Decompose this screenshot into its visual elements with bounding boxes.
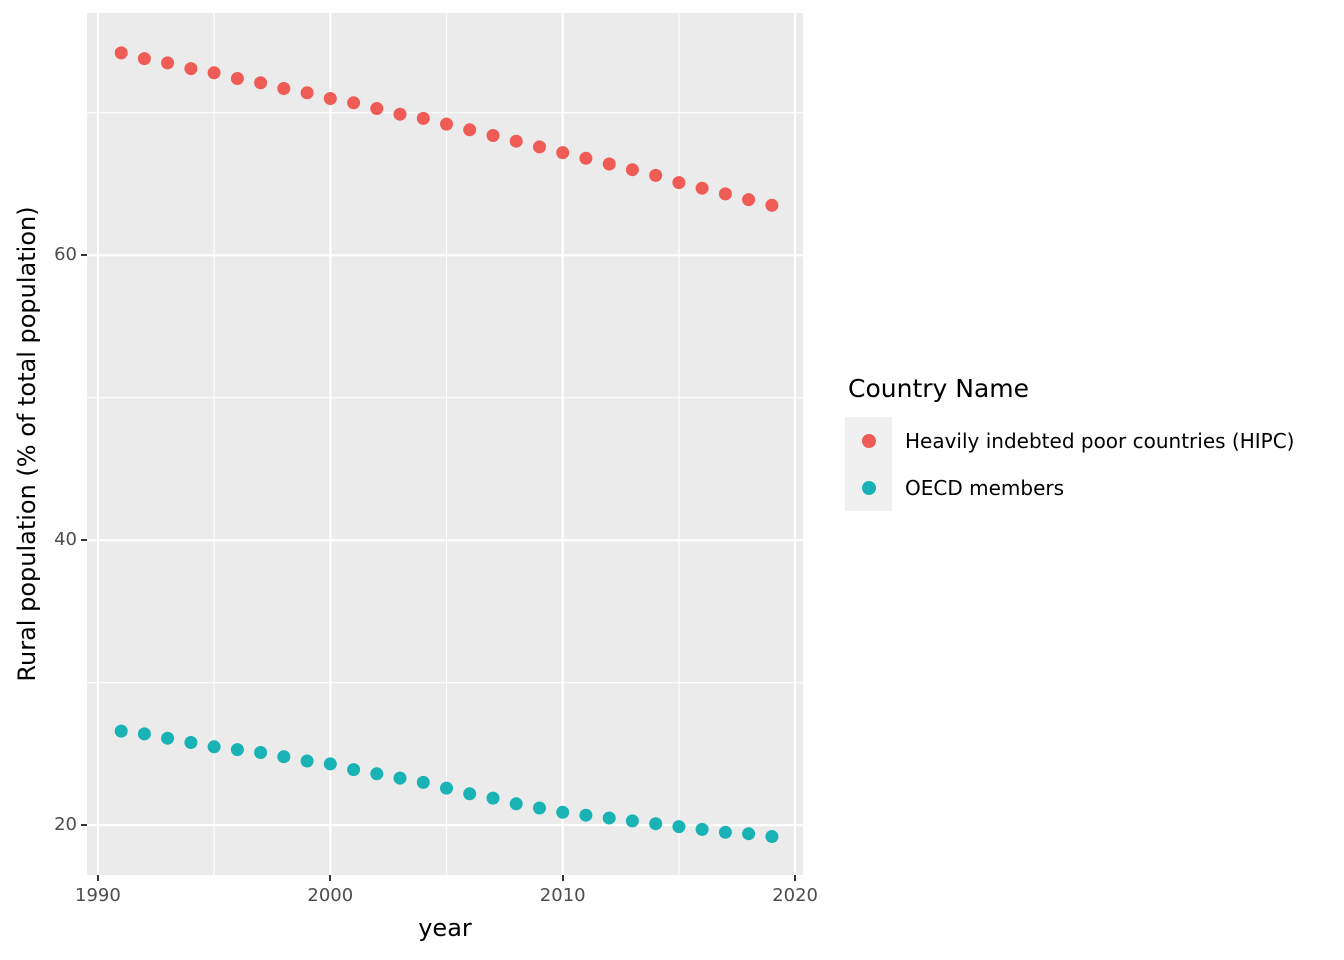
data-point-series-0 <box>440 117 453 131</box>
x-tick-mark <box>794 875 797 881</box>
data-point-series-1 <box>556 805 570 819</box>
data-point-series-0 <box>625 163 639 177</box>
data-point-series-0 <box>742 193 756 207</box>
data-point-series-0 <box>718 187 732 201</box>
data-point-series-0 <box>416 111 430 125</box>
x-tick-label: 2000 <box>307 885 354 906</box>
data-point-series-1 <box>347 763 361 777</box>
y-tick-mark <box>81 254 87 257</box>
legend: Country Name Heavily indebted poor count… <box>845 374 1294 511</box>
data-point-series-1 <box>137 727 151 741</box>
x-tick-mark <box>561 875 564 881</box>
data-point-series-0 <box>230 72 244 85</box>
y-tick-mark <box>81 539 87 542</box>
data-point-series-1 <box>509 797 523 811</box>
data-point-series-0 <box>184 62 198 76</box>
x-tick-label: 2020 <box>772 885 818 906</box>
data-point-series-0 <box>579 151 593 165</box>
data-point-series-1 <box>742 827 756 841</box>
scatter-plot <box>87 13 803 875</box>
data-point-series-0 <box>695 181 709 195</box>
x-tick-label: 2010 <box>539 885 586 906</box>
data-point-series-0 <box>509 134 523 148</box>
data-point-series-0 <box>161 56 175 70</box>
data-point-series-0 <box>323 92 337 105</box>
data-point-series-1 <box>440 781 453 795</box>
x-tick-label: 1990 <box>75 885 121 906</box>
legend-item-label: OECD members <box>905 475 1065 500</box>
data-point-series-0 <box>556 146 570 160</box>
data-point-series-1 <box>416 775 430 789</box>
data-point-series-0 <box>602 157 616 171</box>
data-point-series-1 <box>765 830 779 843</box>
data-point-series-0 <box>277 82 291 95</box>
data-point-series-1 <box>370 767 384 781</box>
data-point-series-0 <box>765 198 779 212</box>
y-tick-label: 60 <box>54 244 77 266</box>
y-tick-label: 20 <box>54 814 77 836</box>
legend-dot-1 <box>861 480 876 495</box>
data-point-series-0 <box>207 66 221 80</box>
data-point-series-0 <box>533 140 546 154</box>
data-point-series-0 <box>393 107 407 121</box>
data-point-series-0 <box>370 102 384 115</box>
data-point-series-1 <box>579 808 593 822</box>
data-point-series-0 <box>114 46 128 60</box>
data-point-series-1 <box>323 757 337 771</box>
data-point-series-1 <box>300 754 314 768</box>
data-point-series-0 <box>300 86 314 100</box>
x-axis-title: year <box>418 914 472 942</box>
x-tick-mark <box>96 875 99 881</box>
legend-key <box>845 417 892 464</box>
data-point-series-0 <box>463 123 477 137</box>
x-tick-mark <box>329 875 332 881</box>
data-point-series-1 <box>625 814 639 828</box>
y-tick-label: 40 <box>54 529 77 551</box>
data-point-series-1 <box>486 791 500 805</box>
y-tick-mark <box>81 824 87 827</box>
legend-item-label: Heavily indebted poor countries (HIPC) <box>905 428 1295 453</box>
data-point-series-1 <box>533 801 546 815</box>
legend-title: Country Name <box>848 374 1030 403</box>
data-point-series-0 <box>649 168 663 182</box>
plot-panel <box>87 13 803 875</box>
data-point-series-1 <box>161 731 175 745</box>
legend-key <box>845 464 892 511</box>
data-point-series-1 <box>393 771 407 785</box>
legend-item-oecd: OECD members <box>845 464 1294 511</box>
data-point-series-0 <box>347 96 361 110</box>
data-point-series-0 <box>254 76 268 90</box>
data-point-series-1 <box>230 743 244 757</box>
data-point-series-1 <box>114 724 128 738</box>
data-point-series-0 <box>486 129 500 142</box>
data-point-series-1 <box>672 820 686 834</box>
data-point-series-1 <box>649 817 663 831</box>
data-point-series-1 <box>718 825 732 839</box>
data-point-series-1 <box>254 746 268 759</box>
data-point-series-1 <box>277 750 291 764</box>
data-point-series-0 <box>137 52 151 66</box>
legend-dot-0 <box>861 433 876 448</box>
data-point-series-1 <box>184 736 198 749</box>
data-point-series-1 <box>463 787 477 801</box>
legend-item-hipc: Heavily indebted poor countries (HIPC) <box>845 417 1294 464</box>
y-axis-title: Rural population (% of total population) <box>13 206 41 682</box>
data-point-series-1 <box>695 822 709 836</box>
data-point-series-0 <box>672 176 686 190</box>
data-point-series-1 <box>207 740 221 754</box>
data-point-series-1 <box>602 811 616 825</box>
